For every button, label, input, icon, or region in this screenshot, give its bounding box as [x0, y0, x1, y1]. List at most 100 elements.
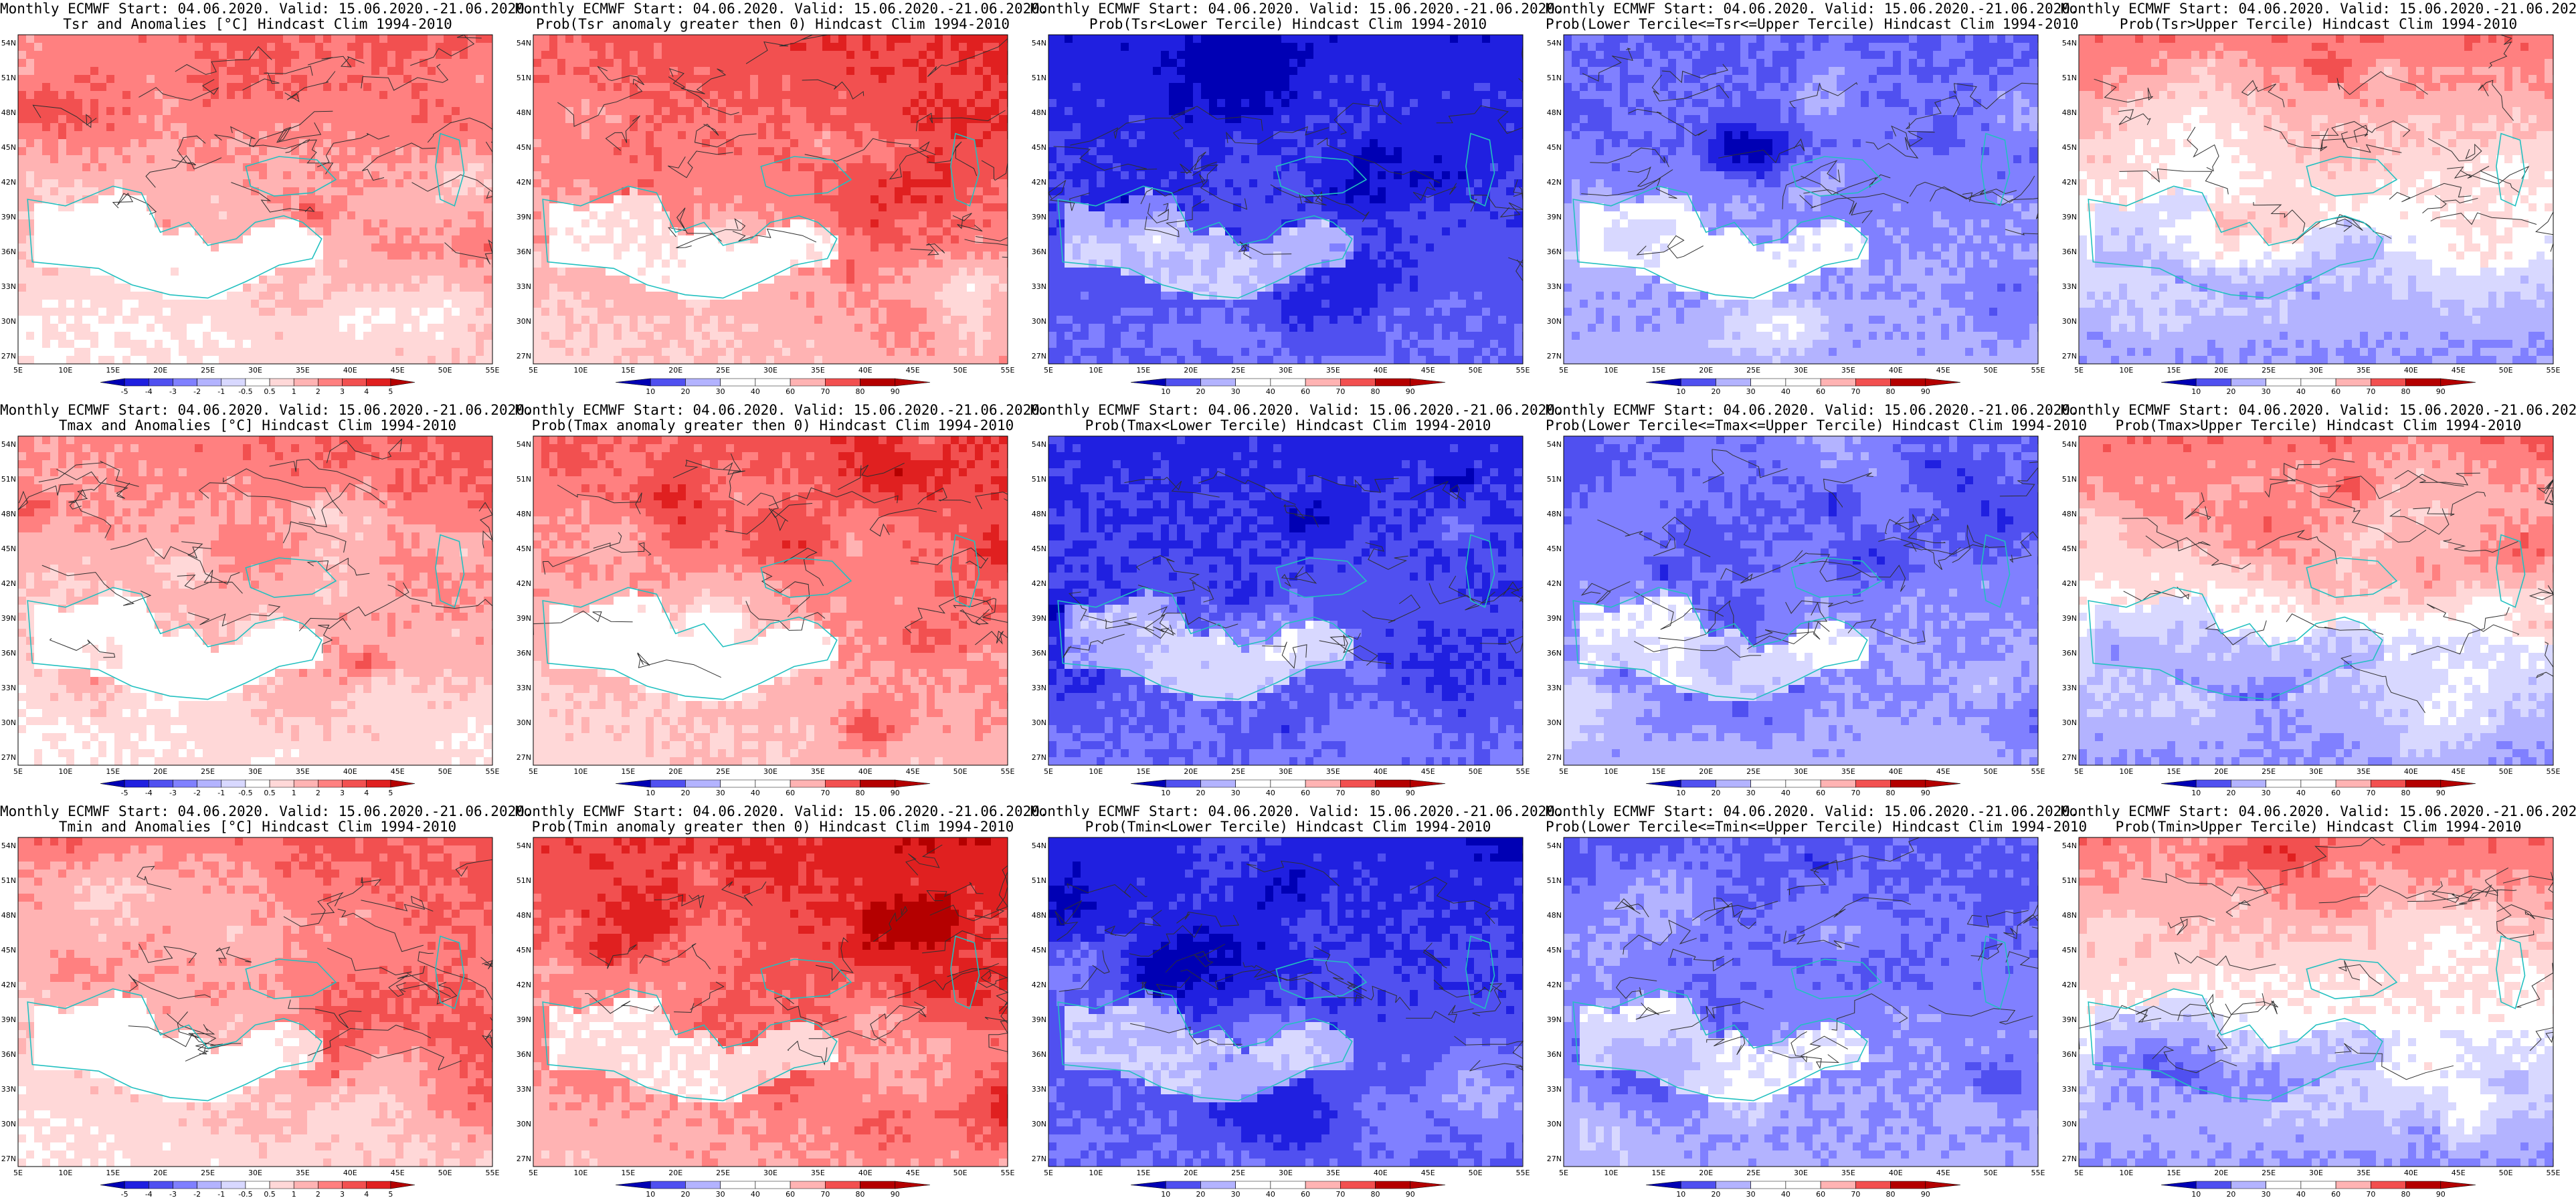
field-cell	[887, 179, 895, 188]
field-cell	[758, 67, 767, 76]
field-cell	[114, 340, 123, 348]
field-cell	[951, 356, 959, 365]
field-cell	[259, 211, 268, 220]
field-cell	[339, 203, 348, 212]
field-cell	[581, 147, 590, 156]
field-cell	[436, 155, 444, 164]
field-cell	[50, 324, 59, 332]
field-cell	[18, 268, 27, 276]
field-cell	[267, 292, 276, 300]
field-cell	[983, 300, 992, 308]
field-cell	[662, 268, 670, 276]
field-cell	[750, 300, 759, 308]
field-cell	[790, 147, 799, 156]
field-cell	[854, 139, 863, 148]
field-cell	[122, 35, 131, 43]
field-cell	[436, 308, 444, 316]
field-cell	[122, 324, 131, 332]
field-cell	[991, 59, 1000, 68]
field-cell	[718, 356, 727, 365]
field-cell	[452, 227, 460, 236]
field-cell	[179, 252, 187, 260]
field-cell	[758, 227, 767, 236]
field-cell	[195, 155, 203, 164]
field-cell	[782, 292, 791, 300]
field-cell	[565, 123, 574, 132]
field-cell	[484, 67, 492, 76]
field-cell	[838, 99, 847, 108]
field-cell	[98, 147, 107, 156]
field-cell	[862, 187, 871, 196]
field-cell	[420, 219, 428, 228]
field-cell	[967, 292, 976, 300]
field-cell	[98, 324, 107, 332]
field-cell	[630, 59, 638, 68]
field-cell	[436, 348, 444, 357]
field-cell	[195, 324, 203, 332]
field-cell	[227, 308, 236, 316]
field-cell	[646, 324, 654, 332]
field-cell	[662, 35, 670, 43]
field-cell	[18, 115, 27, 124]
field-cell	[98, 235, 107, 244]
field-cell	[838, 195, 847, 204]
field-cell	[155, 268, 163, 276]
field-cell	[830, 131, 839, 140]
field-cell	[758, 243, 767, 252]
field-cell	[363, 83, 372, 92]
field-cell	[227, 163, 236, 172]
field-cell	[106, 284, 115, 292]
field-cell	[484, 332, 492, 340]
field-cell	[403, 268, 412, 276]
field-cell	[387, 155, 396, 164]
field-cell	[219, 139, 227, 148]
field-cell	[774, 91, 783, 100]
field-cell	[339, 195, 348, 204]
field-cell	[702, 123, 711, 132]
field-cell	[251, 300, 260, 308]
field-cell	[549, 147, 558, 156]
field-cell	[267, 308, 276, 316]
field-cell	[895, 260, 903, 268]
field-cell	[363, 219, 372, 228]
field-cell	[122, 300, 131, 308]
field-cell	[58, 211, 67, 220]
field-cell	[444, 179, 452, 188]
field-cell	[750, 219, 759, 228]
field-cell	[331, 115, 340, 124]
field-cell	[227, 268, 236, 276]
field-cell	[98, 195, 107, 204]
field-cell	[387, 59, 396, 68]
field-cell	[315, 292, 324, 300]
field-cell	[179, 91, 187, 100]
field-cell	[74, 284, 83, 292]
field-cell	[227, 340, 236, 348]
field-cell	[694, 252, 703, 260]
field-cell	[911, 260, 919, 268]
field-cell	[903, 348, 911, 357]
field-cell	[460, 235, 468, 244]
field-cell	[718, 171, 727, 180]
field-cell	[806, 171, 815, 180]
colorbar-swatch	[366, 378, 391, 387]
field-cell	[251, 260, 260, 268]
field-cell	[122, 211, 131, 220]
field-cell	[630, 219, 638, 228]
field-cell	[814, 51, 823, 60]
field-cell	[557, 187, 566, 196]
field-cell	[235, 356, 244, 365]
field-cell	[975, 276, 984, 284]
field-cell	[476, 35, 484, 43]
field-cell	[139, 324, 147, 332]
field-cell	[614, 131, 622, 140]
field-cell	[549, 195, 558, 204]
field-cell	[919, 292, 927, 300]
field-cell	[935, 235, 943, 244]
field-cell	[34, 91, 43, 100]
field-cell	[597, 260, 606, 268]
field-cell	[758, 83, 767, 92]
field-cell	[98, 91, 107, 100]
field-cell	[452, 123, 460, 132]
field-cell	[758, 219, 767, 228]
field-cell	[806, 284, 815, 292]
